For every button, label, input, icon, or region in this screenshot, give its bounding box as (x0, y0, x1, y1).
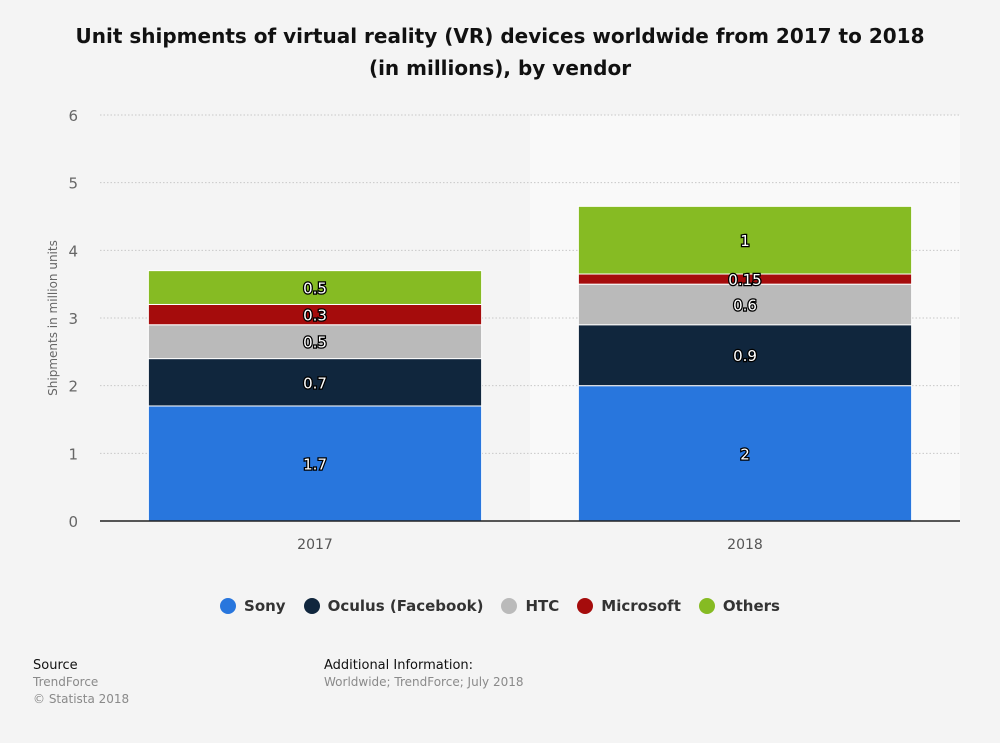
bar-segment (147, 324, 483, 360)
y-tick-label: 2 (68, 378, 78, 396)
legend-marker-icon (303, 598, 320, 614)
bar-segment (147, 270, 483, 305)
source-block: Source TrendForce © Statista 2018 (33, 657, 129, 708)
y-tick-label: 3 (68, 310, 78, 328)
x-tick-label: 2017 (297, 537, 333, 553)
source-text: TrendForce (33, 675, 99, 689)
legend-marker-icon (501, 598, 518, 614)
data-label: 0.7 (303, 374, 327, 392)
y-tick-label: 4 (68, 242, 78, 260)
bar-segment (147, 405, 483, 522)
data-label: 0.5 (303, 334, 327, 352)
data-label: 2 (740, 445, 750, 463)
legend-marker-icon (577, 598, 594, 614)
data-label: 0.9 (733, 347, 757, 365)
bar-segment (577, 385, 913, 522)
bar-segment (577, 205, 913, 275)
legend-item[interactable]: Microsoft (577, 597, 681, 615)
x-tick-label: 2018 (727, 537, 763, 553)
data-label: 0.15 (728, 271, 761, 289)
chart-title: Unit shipments of virtual reality (VR) d… (75, 24, 925, 80)
y-tick-label: 1 (68, 445, 78, 463)
additional-info-block: Additional Information: Worldwide; Trend… (324, 657, 524, 691)
legend-label: Others (722, 597, 780, 615)
legend-item[interactable]: Sony (220, 597, 286, 615)
copyright: © Statista 2018 (33, 692, 130, 706)
legend-label: HTC (525, 597, 560, 615)
data-label: 0.5 (303, 280, 327, 298)
additional-info-label: Additional Information: (324, 658, 474, 673)
legend-item[interactable]: HTC (501, 597, 559, 615)
legend: Sony Oculus (Facebook) HTC Microsoft Others (0, 597, 1000, 615)
data-label: 1.7 (303, 455, 327, 473)
legend-label: Oculus (Facebook) (327, 597, 484, 615)
legend-marker-icon (698, 598, 715, 614)
legend-item[interactable]: Others (698, 597, 780, 615)
data-label: 1 (740, 232, 750, 250)
y-tick-label: 5 (68, 175, 78, 193)
y-tick-label: 0 (68, 513, 78, 531)
y-axis-label: Shipments in million units (46, 240, 60, 396)
legend-item[interactable]: Oculus (Facebook) (303, 597, 484, 615)
bar-segment (577, 324, 913, 387)
data-label: 0.3 (303, 307, 327, 325)
legend-label: Sony (244, 597, 286, 615)
bar-segment (147, 358, 483, 407)
source-label: Source (33, 658, 78, 673)
bar-segment (577, 283, 913, 326)
data-label: 0.6 (733, 296, 757, 314)
y-tick-label: 6 (68, 107, 78, 125)
legend-marker-icon (220, 598, 237, 614)
additional-info-text: Worldwide; TrendForce; July 2018 (324, 675, 524, 689)
legend-label: Microsoft (601, 597, 681, 615)
